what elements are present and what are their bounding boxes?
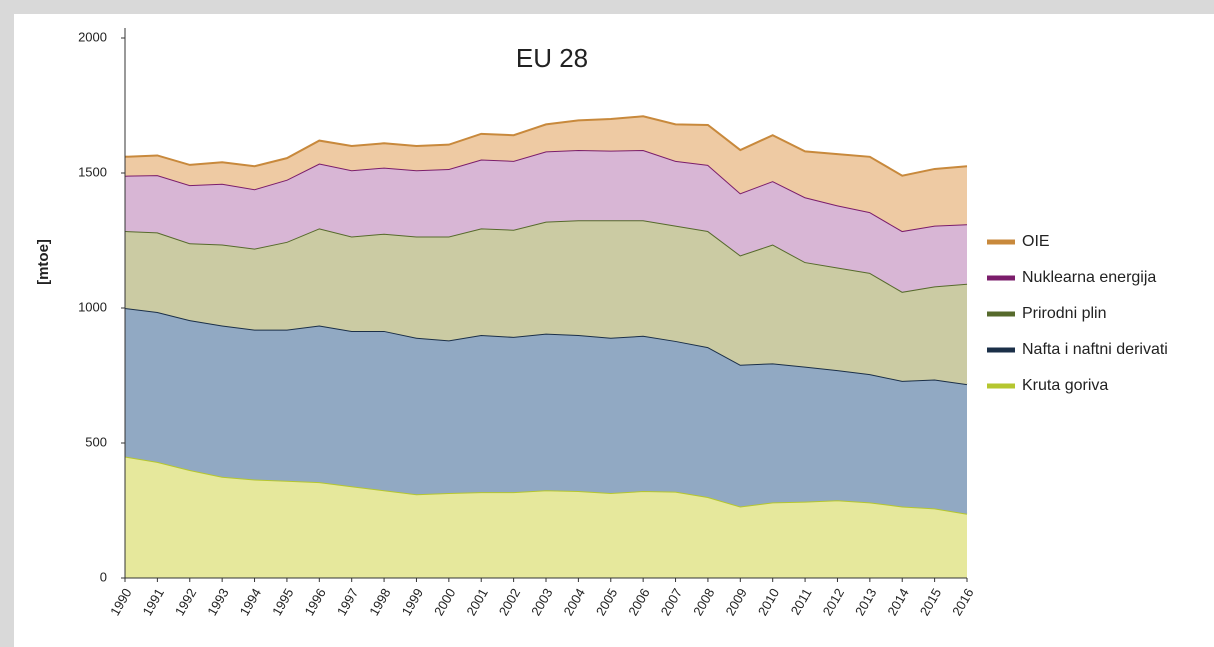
x-tick-label: 2003 (528, 586, 555, 619)
x-tick-label: 2002 (496, 586, 523, 619)
legend-label: Kruta goriva (1022, 377, 1108, 394)
x-tick-label: 1995 (269, 586, 296, 619)
chart-title: EU 28 (516, 43, 588, 73)
x-tick-label: 2006 (625, 586, 652, 619)
x-tick-label: 1997 (334, 586, 361, 619)
y-axis-label: [mtoe] (35, 239, 52, 285)
x-tick-label: 1994 (237, 586, 264, 619)
x-tick-label: 1996 (301, 586, 328, 619)
x-tick-label: 1993 (204, 586, 231, 619)
y-tick-label: 0 (100, 569, 107, 584)
x-tick-label: 1998 (366, 586, 393, 619)
legend-label: Prirodni plin (1022, 305, 1106, 322)
area (125, 116, 967, 232)
legend-label: Nuklearna energija (1022, 269, 1156, 286)
x-tick-label: 2012 (820, 586, 847, 619)
x-tick-label: 2001 (463, 586, 490, 619)
x-tick-label: 2016 (949, 586, 976, 619)
y-tick-label: 500 (85, 434, 107, 449)
area (125, 456, 967, 578)
area (125, 220, 967, 385)
x-tick-label: 1991 (140, 586, 167, 619)
area (125, 150, 967, 292)
x-tick-label: 2011 (788, 586, 815, 618)
x-tick-label: 2005 (593, 586, 620, 619)
legend-label: Nafta i naftni derivati (1022, 341, 1168, 358)
x-tick-label: 2000 (431, 586, 458, 619)
x-tick-label: 2009 (722, 586, 749, 619)
y-tick-label: 1500 (78, 164, 107, 179)
x-tick-label: 2008 (690, 586, 717, 619)
area-line (124, 115, 968, 177)
x-tick-label: 2004 (561, 586, 588, 619)
x-tick-label: 2007 (658, 586, 685, 619)
y-tick-label: 1000 (78, 299, 107, 314)
y-tick-label: 2000 (78, 29, 107, 44)
x-tick-label: 1992 (172, 586, 199, 619)
area (125, 308, 967, 514)
x-tick-label: 2010 (755, 586, 782, 619)
x-tick-label: 2014 (884, 586, 911, 619)
x-tick-label: 2013 (852, 586, 879, 619)
legend-label: OIE (1022, 233, 1050, 250)
x-tick-label: 2015 (917, 586, 944, 619)
x-tick-label: 1999 (399, 586, 426, 619)
x-tick-label: 1990 (107, 586, 134, 619)
